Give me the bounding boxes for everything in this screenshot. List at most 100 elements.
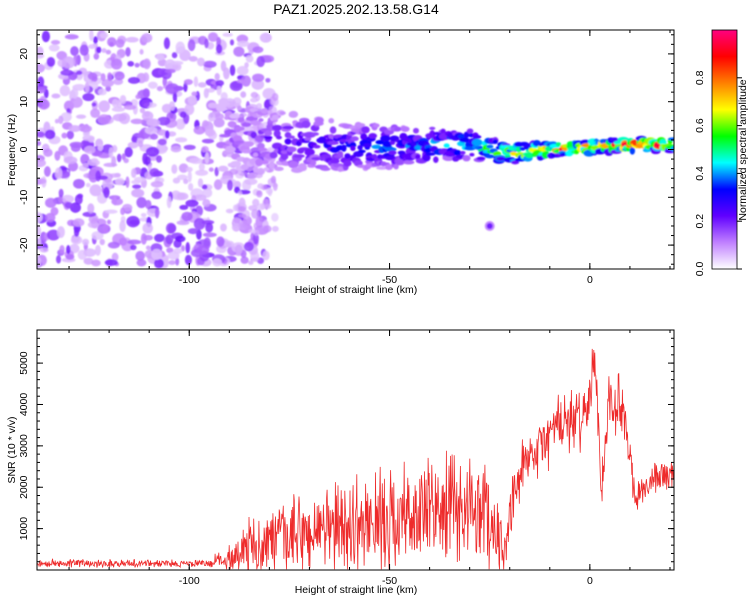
heatmap-cell — [203, 88, 209, 99]
heatmap-cell — [292, 154, 305, 158]
heatmap-cell — [82, 93, 95, 102]
heatmap-cell — [357, 144, 363, 151]
heatmap-cell — [175, 235, 186, 243]
heatmap-cell — [252, 73, 265, 83]
heatmap-cell — [54, 118, 59, 124]
heatmap-cell — [90, 108, 101, 119]
x-tick-label: -50 — [382, 575, 397, 587]
heatmap-cell — [65, 253, 75, 260]
heatmap-cell — [94, 244, 101, 256]
heatmap-cell — [298, 163, 307, 171]
heatmap-cell — [130, 244, 137, 251]
heatmap-cell — [145, 146, 160, 157]
heatmap-cell — [466, 128, 474, 134]
heatmap-cell — [126, 215, 140, 228]
heatmap-cell — [124, 146, 133, 158]
heatmap-cell — [202, 60, 217, 68]
heatmap-cell — [204, 38, 209, 49]
heatmap-cell — [187, 228, 199, 235]
heatmap-cell — [288, 110, 299, 118]
heatmap-cell — [443, 143, 450, 148]
heatmap-cell — [213, 118, 225, 128]
heatmap-cell — [70, 143, 81, 153]
heatmap-cell — [311, 132, 320, 136]
heatmap-cell — [157, 138, 167, 146]
heatmap-cell — [202, 199, 211, 208]
heatmap-cell — [125, 36, 139, 43]
heatmap-cell — [66, 130, 74, 140]
heatmap-cell — [231, 222, 241, 232]
heatmap-cell — [85, 182, 91, 188]
heatmap-cell — [249, 107, 258, 113]
heatmap-cell — [216, 104, 227, 112]
heatmap-cell — [400, 126, 410, 132]
heatmap-cell — [154, 233, 165, 243]
heatmap-cell — [327, 141, 339, 145]
heatmap-cell — [37, 178, 47, 185]
heatmap-cell — [73, 226, 80, 237]
heatmap-cell — [329, 126, 337, 134]
heatmap-cell — [229, 64, 236, 76]
heatmap-cell — [263, 167, 270, 172]
heatmap-cell — [252, 165, 259, 173]
heatmap-cell — [271, 114, 279, 121]
heatmap-cell — [127, 77, 141, 84]
heatmap-cell — [105, 85, 111, 92]
heatmap-cell — [46, 229, 61, 241]
heatmap-cell — [107, 72, 113, 82]
heatmap-cell — [75, 114, 87, 119]
heatmap-cell — [214, 73, 220, 81]
heatmap-cell — [288, 160, 299, 169]
colorbar-tick-label: 0.0 — [694, 262, 706, 277]
heatmap-cell — [429, 130, 436, 138]
heatmap-cell — [37, 52, 45, 59]
heatmap-cell — [495, 156, 506, 162]
heatmap-cell — [142, 152, 148, 165]
heatmap-cell — [229, 168, 239, 175]
heatmap-cell — [107, 37, 117, 47]
heatmap-cell — [183, 144, 196, 151]
heatmap-cell — [163, 37, 171, 50]
heatmap-cell — [413, 127, 419, 134]
heatmap-cell — [201, 184, 208, 190]
heatmap-cell — [131, 180, 141, 185]
heatmap-cell — [91, 259, 101, 267]
heatmap-cell — [236, 65, 249, 76]
heatmap-cell — [197, 57, 205, 67]
heatmap-cell — [241, 149, 252, 154]
y-tick-label: 10 — [18, 96, 30, 108]
heatmap-cell — [304, 137, 312, 141]
heatmap-cell — [70, 235, 83, 245]
colorbar: 0.0 0.2 0.4 0.6 0.8 Normalized spectral ampl… — [694, 29, 749, 277]
heatmap-cell — [459, 137, 471, 143]
heatmap-cell — [175, 257, 180, 266]
x-tick-label: -50 — [382, 274, 397, 286]
heatmap-cell — [145, 245, 151, 250]
colorbar-label: Normalized spectral amplitude — [737, 79, 749, 220]
heatmap-cell — [91, 231, 104, 240]
heatmap-cell — [321, 167, 331, 171]
heatmap-cell — [280, 150, 288, 154]
heatmap-cell — [212, 258, 223, 267]
heatmap-cell — [237, 117, 245, 123]
heatmap-cell — [257, 183, 264, 190]
heatmap-cell — [248, 260, 254, 265]
heatmap-cell — [207, 32, 219, 42]
heatmap-cell — [219, 101, 231, 106]
heatmap-cell — [37, 63, 45, 73]
heatmap-cell — [223, 67, 230, 80]
heatmap-cell — [350, 136, 359, 142]
heatmap-cell — [97, 143, 104, 152]
heatmap-cell — [354, 122, 366, 128]
heatmap-cell — [240, 163, 249, 170]
heatmap-cell — [492, 139, 498, 145]
heatmap-cell — [37, 211, 43, 223]
heatmap-cell — [330, 158, 340, 164]
heatmap-cell — [343, 160, 352, 167]
heatmap-cell — [114, 71, 125, 81]
heatmap-cell — [486, 222, 493, 229]
heatmap-cell — [99, 32, 109, 39]
heatmap-cell — [193, 126, 206, 135]
spectrogram-ylabel: Frequency (Hz) — [6, 114, 18, 186]
